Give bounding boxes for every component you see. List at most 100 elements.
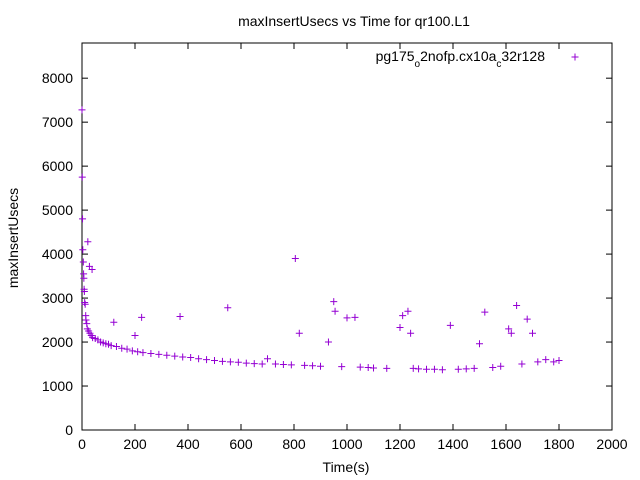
data-point <box>351 313 359 321</box>
data-point <box>331 307 339 315</box>
x-tick-label: 1000 <box>331 436 362 452</box>
data-point <box>476 340 483 348</box>
x-tick-label: 1400 <box>437 436 468 452</box>
y-tick-label: 3000 <box>42 290 73 306</box>
data-point <box>79 246 87 254</box>
data-point <box>343 314 351 322</box>
data-point <box>301 361 309 369</box>
y-tick-label: 2000 <box>42 334 73 350</box>
data-point <box>138 313 146 321</box>
data-point <box>356 363 364 371</box>
x-tick-label: 1800 <box>543 436 574 452</box>
data-point <box>83 320 91 328</box>
legend-label-part-2: 2nofp.cx10a <box>420 48 496 64</box>
x-tick-label: 600 <box>229 436 253 452</box>
data-point <box>203 356 211 364</box>
data-point <box>81 298 89 306</box>
data-point <box>396 324 404 332</box>
data-point <box>523 315 531 323</box>
data-point <box>139 349 147 357</box>
data-point <box>505 325 513 333</box>
data-point <box>446 321 454 329</box>
data-point <box>295 329 303 337</box>
data-point <box>258 360 266 368</box>
data-point <box>404 307 412 315</box>
y-tick-label: 6000 <box>42 158 73 174</box>
data-point <box>271 360 279 368</box>
data-point <box>550 358 558 366</box>
data-point <box>462 365 470 373</box>
data-point <box>176 313 184 321</box>
y-tick-label: 5000 <box>42 202 73 218</box>
data-point <box>78 173 86 181</box>
data-point <box>279 360 287 368</box>
legend-marker <box>571 53 579 61</box>
data-point <box>81 300 89 308</box>
plot-frame <box>81 42 613 431</box>
data-point <box>218 357 226 365</box>
data-point <box>78 106 86 114</box>
data-point <box>171 352 179 360</box>
data-point <box>287 361 295 369</box>
x-tick-label: 1600 <box>490 436 521 452</box>
data-point <box>529 329 536 337</box>
x-tick-label: 0 <box>78 436 86 452</box>
data-point <box>123 345 131 353</box>
data-point <box>84 238 92 246</box>
data-point <box>131 331 139 339</box>
data-point <box>481 308 489 316</box>
data-point <box>155 350 163 358</box>
data-point <box>118 344 126 352</box>
data-point <box>79 215 87 223</box>
data-point <box>470 364 478 372</box>
data-point <box>415 365 423 373</box>
legend-label-part-3: 32r128 <box>501 48 545 64</box>
x-tick-label: 1200 <box>384 436 415 452</box>
data-point <box>338 363 346 371</box>
data-point <box>507 329 515 337</box>
y-tick-label: 8000 <box>42 70 73 86</box>
data-point <box>179 353 187 361</box>
data-point <box>187 353 195 361</box>
data-point <box>430 365 438 373</box>
legend-label-subscript-2: c <box>496 59 501 70</box>
data-point <box>195 355 203 363</box>
data-point <box>518 360 526 368</box>
x-tick-label: 200 <box>123 436 147 452</box>
data-point <box>497 362 505 370</box>
data-point <box>211 357 218 365</box>
data-point <box>250 360 258 368</box>
data-point <box>163 351 171 359</box>
legend-label: pg175o2nofp.cx10ac32r128 <box>376 48 546 70</box>
data-point <box>291 254 299 262</box>
legend: pg175o2nofp.cx10ac32r128 <box>376 48 579 70</box>
data-point <box>438 366 446 374</box>
data-point <box>110 318 118 326</box>
data-point <box>309 362 317 370</box>
data-point <box>88 265 96 273</box>
data-point <box>107 342 115 350</box>
data-point <box>242 359 250 367</box>
data-point <box>542 356 550 364</box>
data-point <box>330 298 338 306</box>
data-point <box>234 358 242 366</box>
data-point <box>79 258 87 266</box>
data-point <box>555 357 563 365</box>
x-tick-label: 2000 <box>596 436 627 452</box>
y-tick-label: 0 <box>65 422 73 438</box>
x-tick-label: 800 <box>282 436 306 452</box>
data-point <box>423 365 430 373</box>
data-point <box>128 347 136 355</box>
y-tick-label: 4000 <box>42 246 73 262</box>
x-tick-label: 400 <box>176 436 200 452</box>
data-point <box>224 304 232 312</box>
data-point <box>264 355 271 363</box>
chart-title: maxInsertUsecs vs Time for qr100.L1 <box>238 13 470 29</box>
data-point <box>324 338 332 346</box>
data-point <box>489 364 497 372</box>
data-point <box>407 329 415 337</box>
y-tick-label: 1000 <box>42 378 73 394</box>
data-point <box>454 365 462 373</box>
data-point <box>80 274 88 282</box>
data-series <box>78 106 563 374</box>
